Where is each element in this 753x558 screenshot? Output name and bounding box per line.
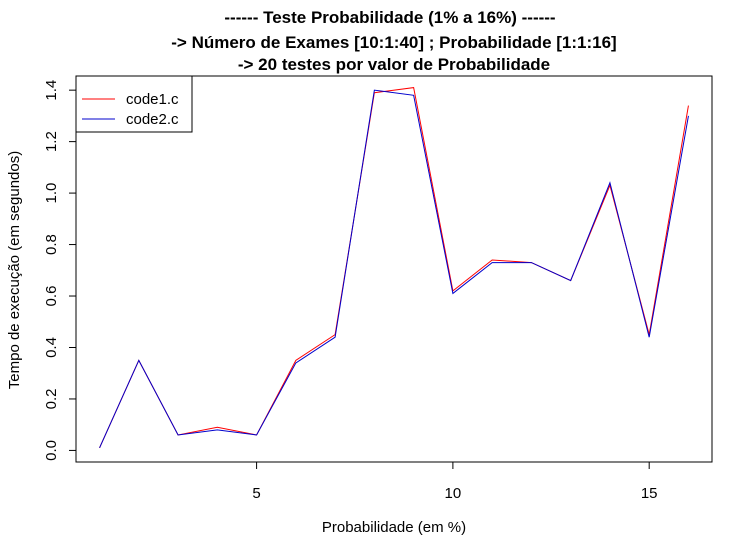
x-tick-label: 10 xyxy=(445,485,462,502)
y-tick-label: 1.0 xyxy=(43,183,60,204)
legend-label-code2: code2.c xyxy=(126,111,179,128)
y-tick-label: 1.2 xyxy=(43,131,60,152)
legend: code1.c code2.c xyxy=(75,75,193,133)
chart-title-line-3: -> 20 testes por valor de Probabilidade xyxy=(238,55,550,74)
y-axis-label: Tempo de execução (em segundos) xyxy=(6,151,23,389)
x-tick-label: 5 xyxy=(252,485,260,502)
y-tick-label: 0.0 xyxy=(43,440,60,461)
y-tick-label: 0.2 xyxy=(43,389,60,410)
x-axis: 5 10 15 xyxy=(252,461,658,502)
legend-box xyxy=(75,75,193,133)
y-axis: 0.0 0.2 0.4 0.6 0.8 1.0 1.2 1.4 xyxy=(43,80,77,461)
y-tick-label: 0.6 xyxy=(43,286,60,307)
y-tick-label: 1.4 xyxy=(43,80,60,101)
x-tick-label: 15 xyxy=(641,485,658,502)
chart-title-line-2: -> Número de Exames [10:1:40] ; Probabil… xyxy=(171,33,616,52)
series-line-code2-c xyxy=(99,89,689,449)
x-axis-label: Probabilidade (em %) xyxy=(322,519,466,536)
series-group xyxy=(99,87,689,449)
y-tick-label: 0.8 xyxy=(43,234,60,255)
legend-label-code1: code1.c xyxy=(126,91,179,108)
y-tick-label: 0.4 xyxy=(43,337,60,358)
chart-title-line-1: ------ Teste Probabilidade (1% a 16%) --… xyxy=(224,8,555,27)
